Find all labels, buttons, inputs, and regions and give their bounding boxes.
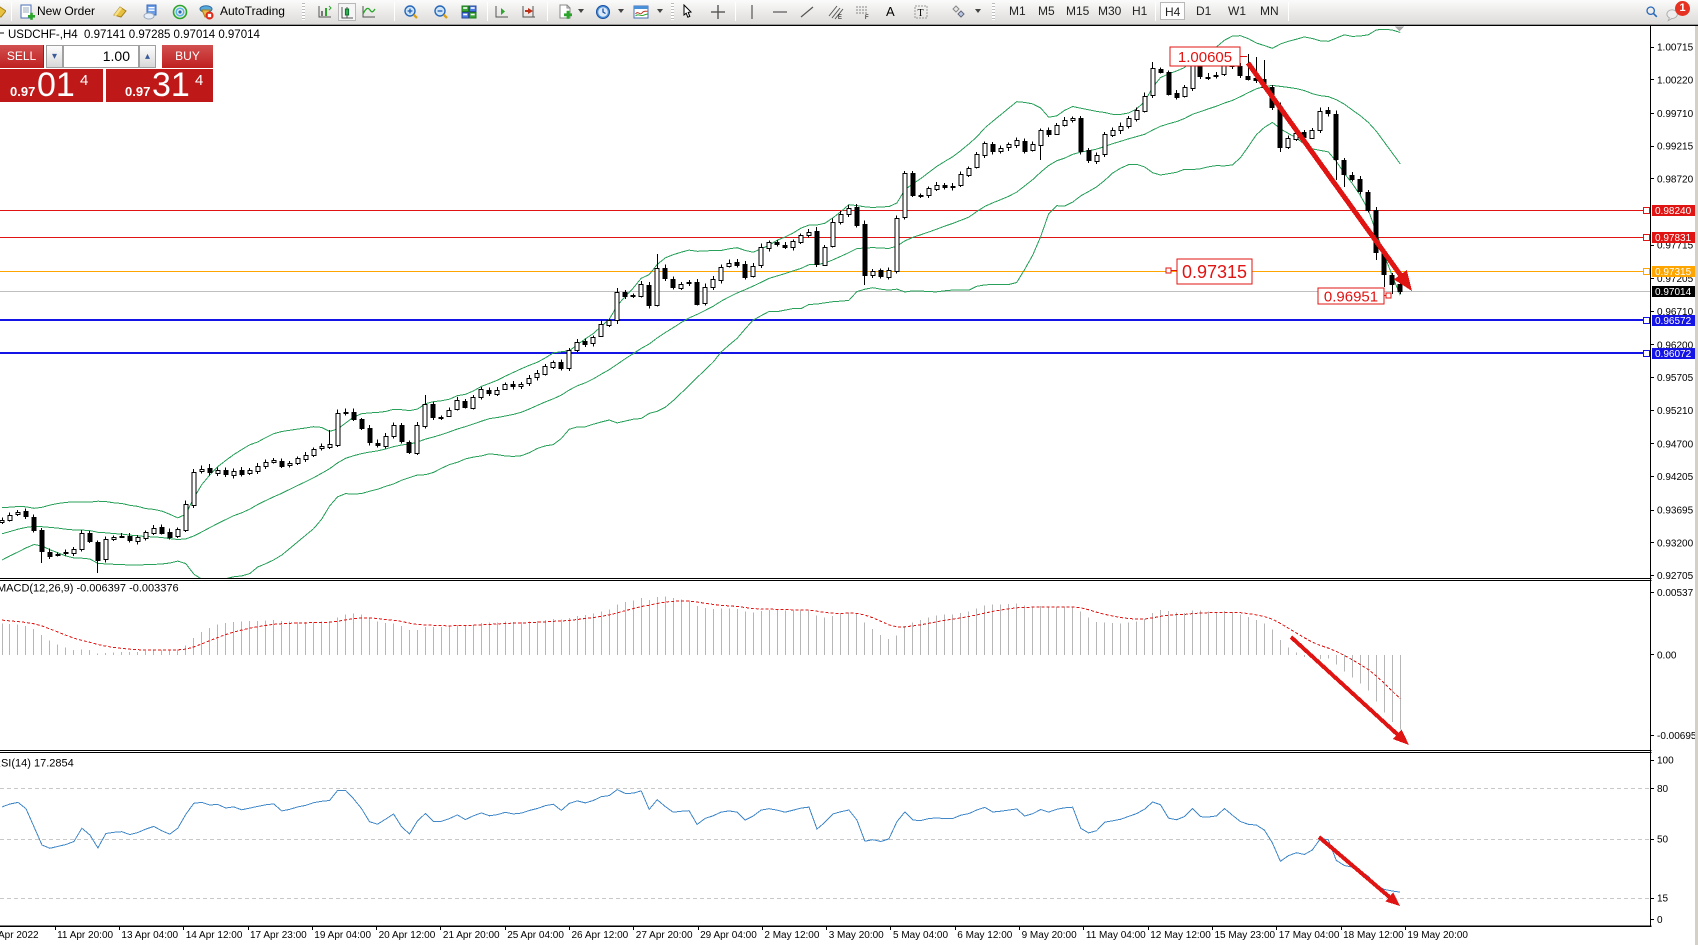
svg-text:RSI(14) 17.2854: RSI(14) 17.2854 <box>0 758 74 770</box>
svg-text:0.96951: 0.96951 <box>1324 288 1378 305</box>
svg-text:25 Apr 04:00: 25 Apr 04:00 <box>507 930 564 941</box>
svg-text:17 Apr 23:00: 17 Apr 23:00 <box>250 930 307 941</box>
svg-text:0.93200: 0.93200 <box>1657 538 1694 549</box>
svg-text:0.94205: 0.94205 <box>1657 472 1694 483</box>
svg-text:5 May 04:00: 5 May 04:00 <box>893 930 948 941</box>
svg-text:18 May 12:00: 18 May 12:00 <box>1343 930 1404 941</box>
svg-text:Apr 2022: Apr 2022 <box>0 930 39 941</box>
svg-text:0.98240: 0.98240 <box>1655 206 1692 217</box>
svg-text:1.00715: 1.00715 <box>1657 43 1694 54</box>
svg-text:0.97315: 0.97315 <box>1655 267 1692 278</box>
svg-text:19 May 20:00: 19 May 20:00 <box>1407 930 1468 941</box>
svg-text:13 Apr 04:00: 13 Apr 04:00 <box>121 930 178 941</box>
svg-text:1.00220: 1.00220 <box>1657 75 1694 86</box>
svg-text:29 Apr 04:00: 29 Apr 04:00 <box>700 930 757 941</box>
svg-text:15 May 23:00: 15 May 23:00 <box>1215 930 1276 941</box>
svg-text:0.96072: 0.96072 <box>1655 349 1692 360</box>
svg-text:T: T <box>918 8 924 19</box>
svg-text:9 May 20:00: 9 May 20:00 <box>1022 930 1077 941</box>
svg-text:0.97831: 0.97831 <box>1655 233 1692 244</box>
svg-text:0.98720: 0.98720 <box>1657 174 1694 185</box>
svg-text:1.00605: 1.00605 <box>1178 49 1232 66</box>
svg-text:80: 80 <box>1657 784 1669 795</box>
svg-text:0.99710: 0.99710 <box>1657 109 1694 120</box>
svg-text:0.93695: 0.93695 <box>1657 506 1694 517</box>
svg-text:50: 50 <box>1657 835 1669 846</box>
svg-text:0.92705: 0.92705 <box>1657 571 1694 582</box>
svg-text:0.97014: 0.97014 <box>1655 287 1692 298</box>
svg-text:0.00: 0.00 <box>1657 651 1677 662</box>
svg-text:0.99215: 0.99215 <box>1657 142 1694 153</box>
svg-text:20 Apr 12:00: 20 Apr 12:00 <box>379 930 436 941</box>
svg-text:27 Apr 20:00: 27 Apr 20:00 <box>636 930 693 941</box>
svg-text:2 May 12:00: 2 May 12:00 <box>764 930 819 941</box>
svg-text:12 May 12:00: 12 May 12:00 <box>1150 930 1211 941</box>
svg-text:0.96572: 0.96572 <box>1655 316 1692 327</box>
svg-text:0.95705: 0.95705 <box>1657 373 1694 384</box>
svg-text:MACD(12,26,9) -0.006397 -0.003: MACD(12,26,9) -0.006397 -0.003376 <box>0 583 179 595</box>
svg-text:100: 100 <box>1657 756 1674 767</box>
svg-text:0.97315: 0.97315 <box>1182 262 1247 282</box>
svg-text:0.96200: 0.96200 <box>1657 341 1694 352</box>
svg-text:17 May 04:00: 17 May 04:00 <box>1279 930 1340 941</box>
svg-text:-0.006957: -0.006957 <box>1657 731 1698 742</box>
svg-text:E: E <box>838 15 842 20</box>
svg-text:0: 0 <box>1657 915 1663 926</box>
svg-text:0.96710: 0.96710 <box>1657 307 1694 318</box>
svg-text:3 May 20:00: 3 May 20:00 <box>829 930 884 941</box>
svg-text:0.97205: 0.97205 <box>1657 274 1694 285</box>
svg-text:6 May 12:00: 6 May 12:00 <box>957 930 1012 941</box>
svg-text:11 Apr 20:00: 11 Apr 20:00 <box>57 930 113 941</box>
svg-text:26 Apr 12:00: 26 Apr 12:00 <box>572 930 629 941</box>
svg-text:11 May 04:00: 11 May 04:00 <box>1086 930 1146 941</box>
svg-text:0.00537: 0.00537 <box>1657 588 1694 599</box>
svg-text:0.94700: 0.94700 <box>1657 439 1694 450</box>
svg-text:19 Apr 04:00: 19 Apr 04:00 <box>314 930 371 941</box>
svg-text:0.97715: 0.97715 <box>1657 241 1694 252</box>
svg-text:21 Apr 20:00: 21 Apr 20:00 <box>443 930 500 941</box>
svg-text:F: F <box>865 15 869 20</box>
svg-text:14 Apr 12:00: 14 Apr 12:00 <box>186 930 243 941</box>
svg-text:0.95210: 0.95210 <box>1657 406 1694 417</box>
svg-text:15: 15 <box>1657 894 1669 905</box>
